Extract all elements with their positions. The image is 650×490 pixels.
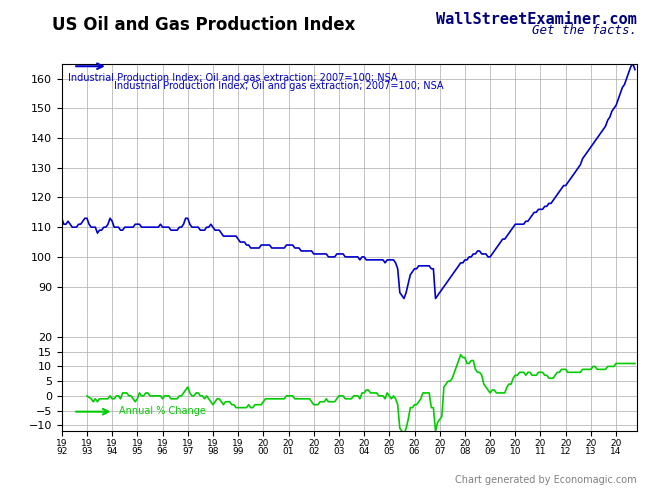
Text: Chart generated by Economagic.com: Chart generated by Economagic.com	[456, 475, 637, 485]
Text: Get the facts.: Get the facts.	[532, 24, 637, 37]
Text: Industrial Production Index; Oil and gas extraction; 2007=100; NSA: Industrial Production Index; Oil and gas…	[114, 81, 443, 92]
Text: WallStreetExaminer.com: WallStreetExaminer.com	[436, 12, 637, 27]
Text: Annual % Change: Annual % Change	[120, 406, 206, 416]
Text: Industrial Production Index; Oil and gas extraction; 2007=100; NSA: Industrial Production Index; Oil and gas…	[68, 74, 397, 83]
Text: US Oil and Gas Production Index: US Oil and Gas Production Index	[52, 16, 356, 34]
